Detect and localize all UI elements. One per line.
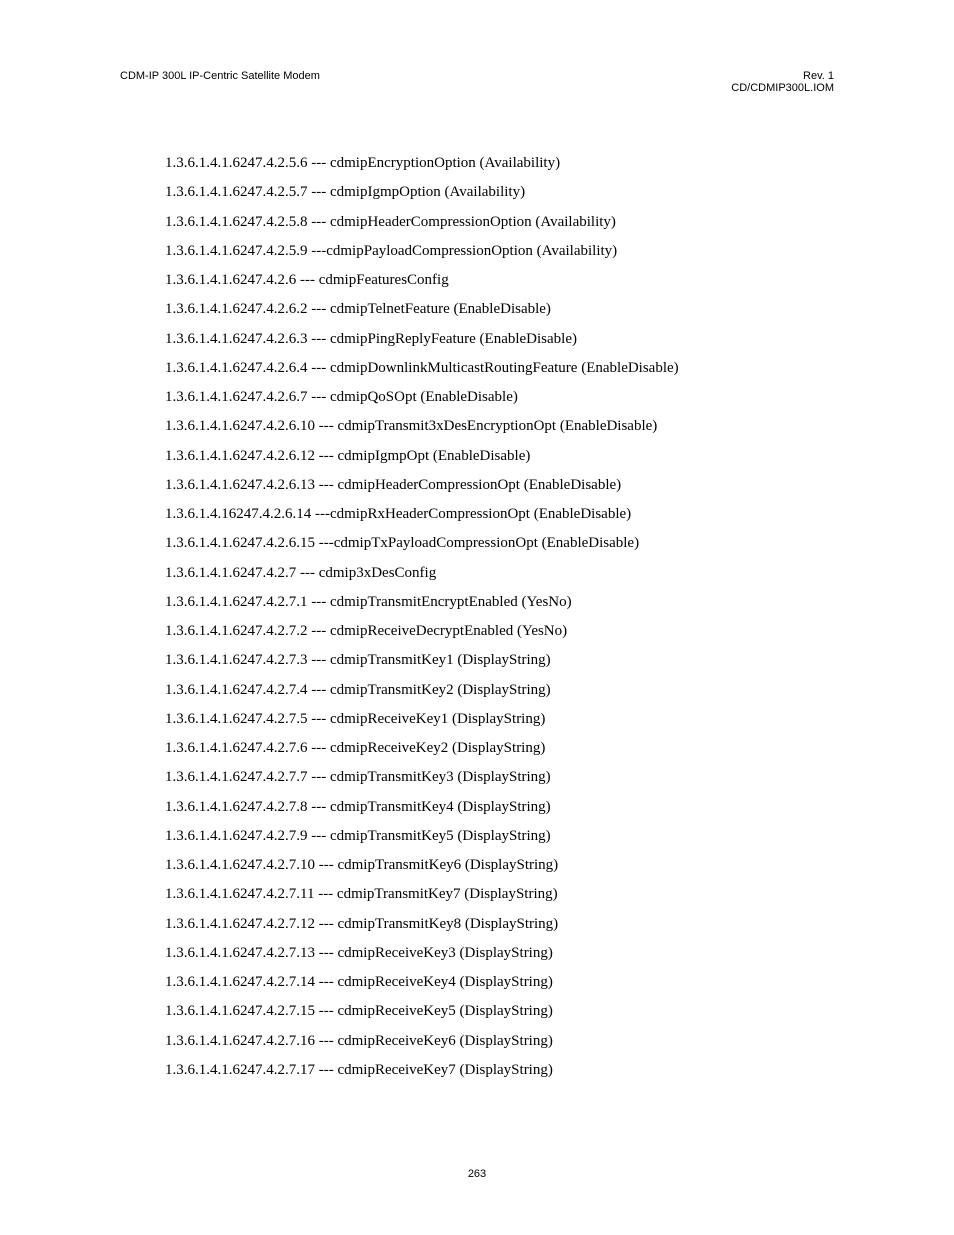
header-right-text: Rev. 1 CD/CDMIP300L.IOM <box>731 70 834 94</box>
oid-entry: 1.3.6.1.4.1.6247.4.2.7.8 --- cdmipTransm… <box>165 793 834 822</box>
oid-entry: 1.3.6.1.4.1.6247.4.2.6.2 --- cdmipTelnet… <box>165 295 834 324</box>
oid-entry: 1.3.6.1.4.1.6247.4.2.7.12 --- cdmipTrans… <box>165 910 834 939</box>
oid-entry: 1.3.6.1.4.1.6247.4.2.5.8 --- cdmipHeader… <box>165 208 834 237</box>
header-revision: Rev. 1 <box>731 70 834 82</box>
oid-entry: 1.3.6.1.4.1.6247.4.2.7.11 --- cdmipTrans… <box>165 880 834 909</box>
oid-entry: 1.3.6.1.4.1.6247.4.2.6.13 --- cdmipHeade… <box>165 471 834 500</box>
oid-entry: 1.3.6.1.4.1.6247.4.2.7.14 --- cdmipRecei… <box>165 968 834 997</box>
oid-entry: 1.3.6.1.4.1.6247.4.2.6 --- cdmipFeatures… <box>165 266 834 295</box>
oid-entry: 1.3.6.1.4.1.6247.4.2.7.1 --- cdmipTransm… <box>165 588 834 617</box>
oid-entry: 1.3.6.1.4.1.6247.4.2.7.9 --- cdmipTransm… <box>165 822 834 851</box>
oid-entry: 1.3.6.1.4.1.6247.4.2.7.6 --- cdmipReceiv… <box>165 734 834 763</box>
oid-entry: 1.3.6.1.4.1.6247.4.2.7.4 --- cdmipTransm… <box>165 676 834 705</box>
header-left-text: CDM-IP 300L IP-Centric Satellite Modem <box>120 70 320 94</box>
oid-entry: 1.3.6.1.4.1.6247.4.2.7.10 --- cdmipTrans… <box>165 851 834 880</box>
oid-entry: 1.3.6.1.4.16247.4.2.6.14 ---cdmipRxHeade… <box>165 500 834 529</box>
page-number: 263 <box>0 1168 954 1180</box>
oid-entry: 1.3.6.1.4.1.6247.4.2.7.13 --- cdmipRecei… <box>165 939 834 968</box>
oid-entry: 1.3.6.1.4.1.6247.4.2.7.7 --- cdmipTransm… <box>165 763 834 792</box>
oid-entry: 1.3.6.1.4.1.6247.4.2.7.2 --- cdmipReceiv… <box>165 617 834 646</box>
oid-entry: 1.3.6.1.4.1.6247.4.2.6.7 --- cdmipQoSOpt… <box>165 383 834 412</box>
oid-entry: 1.3.6.1.4.1.6247.4.2.6.4 --- cdmipDownli… <box>165 354 834 383</box>
oid-entry: 1.3.6.1.4.1.6247.4.2.6.12 --- cdmipIgmpO… <box>165 442 834 471</box>
oid-entry: 1.3.6.1.4.1.6247.4.2.6.3 --- cdmipPingRe… <box>165 325 834 354</box>
oid-list: 1.3.6.1.4.1.6247.4.2.5.6 --- cdmipEncryp… <box>120 149 834 1085</box>
oid-entry: 1.3.6.1.4.1.6247.4.2.6.10 --- cdmipTrans… <box>165 412 834 441</box>
oid-entry: 1.3.6.1.4.1.6247.4.2.7.5 --- cdmipReceiv… <box>165 705 834 734</box>
oid-entry: 1.3.6.1.4.1.6247.4.2.7.17 --- cdmipRecei… <box>165 1056 834 1085</box>
oid-entry: 1.3.6.1.4.1.6247.4.2.7.16 --- cdmipRecei… <box>165 1027 834 1056</box>
header-doc-id: CD/CDMIP300L.IOM <box>731 82 834 94</box>
oid-entry: 1.3.6.1.4.1.6247.4.2.7.3 --- cdmipTransm… <box>165 646 834 675</box>
oid-entry: 1.3.6.1.4.1.6247.4.2.5.9 ---cdmipPayload… <box>165 237 834 266</box>
oid-entry: 1.3.6.1.4.1.6247.4.2.5.7 --- cdmipIgmpOp… <box>165 178 834 207</box>
oid-entry: 1.3.6.1.4.1.6247.4.2.6.15 ---cdmipTxPayl… <box>165 529 834 558</box>
oid-entry: 1.3.6.1.4.1.6247.4.2.5.6 --- cdmipEncryp… <box>165 149 834 178</box>
page-header: CDM-IP 300L IP-Centric Satellite Modem R… <box>120 70 834 94</box>
oid-entry: 1.3.6.1.4.1.6247.4.2.7.15 --- cdmipRecei… <box>165 997 834 1026</box>
oid-entry: 1.3.6.1.4.1.6247.4.2.7 --- cdmip3xDesCon… <box>165 559 834 588</box>
